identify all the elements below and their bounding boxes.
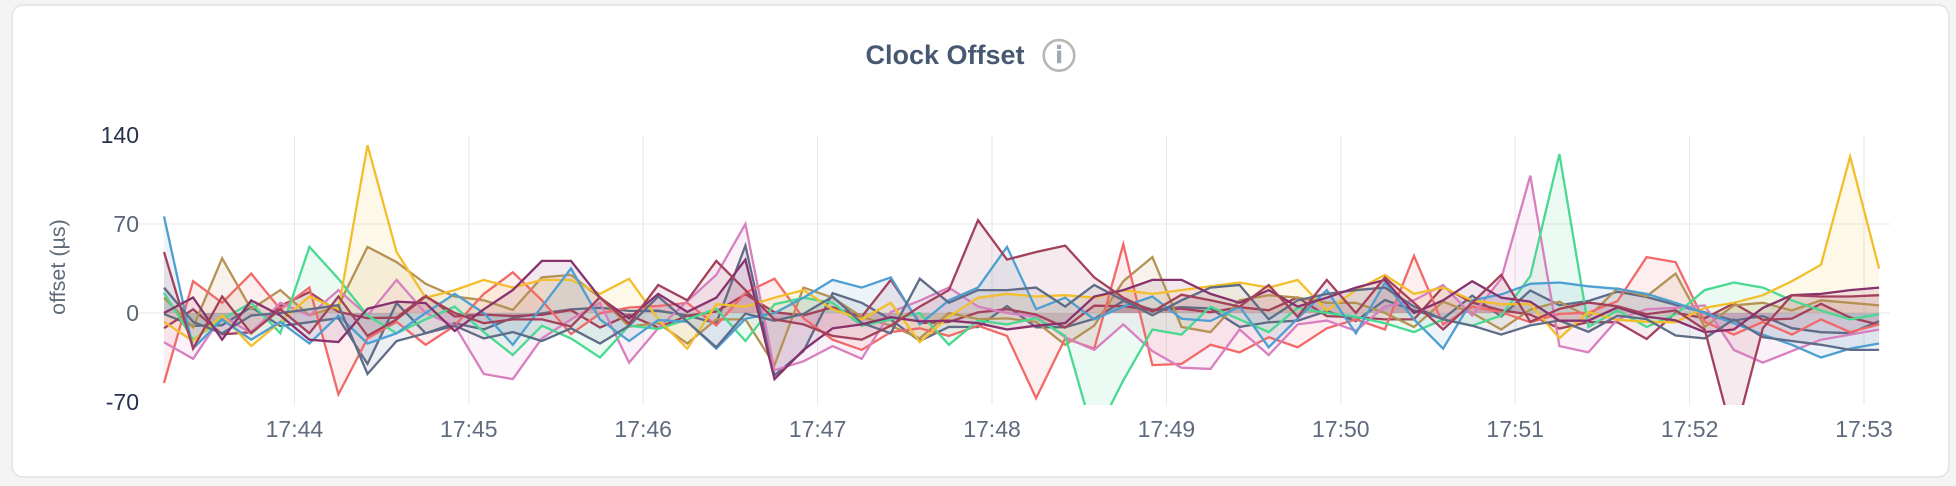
svg-text:17:50: 17:50 [1312,416,1370,442]
svg-text:-70: -70 [106,389,139,415]
svg-text:70: 70 [113,211,139,237]
svg-text:17:46: 17:46 [614,416,672,442]
svg-text:17:49: 17:49 [1138,416,1196,442]
svg-text:Clock Offset: Clock Offset [865,40,1024,70]
svg-text:17:51: 17:51 [1486,416,1544,442]
svg-text:17:44: 17:44 [266,416,324,442]
svg-text:17:53: 17:53 [1835,416,1893,442]
svg-text:17:47: 17:47 [789,416,847,442]
svg-text:17:45: 17:45 [440,416,498,442]
svg-text:17:52: 17:52 [1661,416,1719,442]
svg-text:offset (µs): offset (µs) [46,219,70,315]
svg-text:0: 0 [126,300,139,326]
svg-text:140: 140 [101,122,139,148]
svg-text:17:48: 17:48 [963,416,1021,442]
